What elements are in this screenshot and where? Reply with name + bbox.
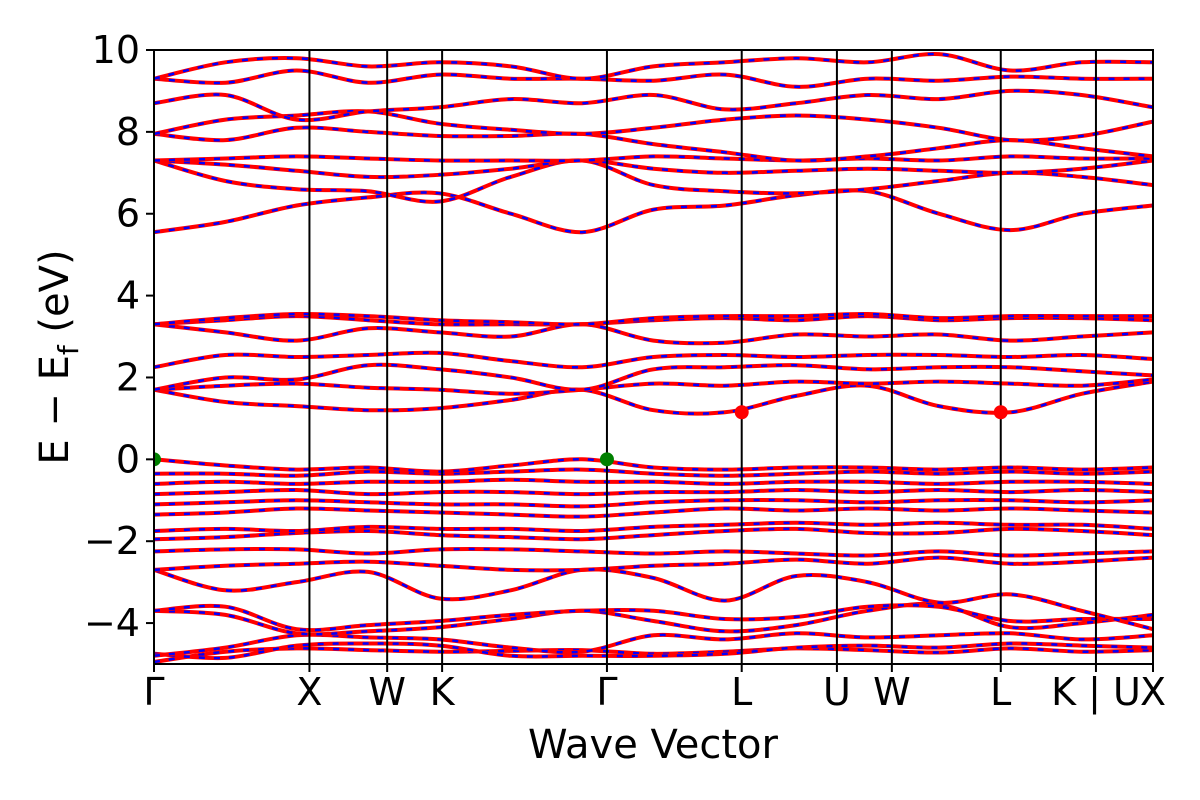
- band-line-dashed-29: [154, 89, 1153, 122]
- band-line-dashed-28: [154, 109, 1153, 142]
- y-tick-label-0: −4: [84, 601, 140, 645]
- band-line-dashed-22: [154, 312, 1153, 326]
- x-tick-label-8: L: [990, 670, 1011, 714]
- band-line-dashed-6: [154, 556, 1153, 572]
- band-line-25: [154, 158, 1153, 180]
- band-line-dashed-31: [154, 52, 1153, 80]
- band-line-dashed-11: [154, 498, 1153, 508]
- x-axis-title: Wave Vector: [528, 722, 779, 768]
- band-line-dashed-8: [154, 527, 1153, 541]
- band-line-dashed-9: [154, 521, 1153, 533]
- x-tick-label-7: W: [873, 670, 911, 714]
- band-line-dashed-16: [154, 380, 1153, 415]
- band-line-15: [154, 457, 1153, 474]
- y-axis-title-subscript: f: [52, 344, 85, 355]
- y-axis-ticks: −4 −2 0 2 4 6 8 10: [84, 28, 154, 645]
- band-line-dashed-23: [154, 188, 1153, 234]
- band-line-dashed-24: [154, 159, 1153, 204]
- band-line-dashed-13: [154, 478, 1153, 486]
- band-line-dashed-1: [154, 642, 1153, 660]
- band-line-dashed-27: [154, 126, 1153, 162]
- y-tick-label-4: 4: [116, 274, 140, 318]
- band-line-dashed-30: [154, 69, 1153, 89]
- x-tick-label-0: Γ: [143, 670, 164, 714]
- band-line-dashed-21: [154, 314, 1153, 326]
- band-line-dashed-7: [154, 547, 1153, 557]
- band-line-dashed-3: [154, 602, 1153, 636]
- x-tick-label-4: Γ: [596, 670, 617, 714]
- band-line-dashed-12: [154, 488, 1153, 496]
- band-line-dashed-5: [154, 568, 1153, 631]
- y-tick-label-1: −2: [84, 519, 140, 563]
- band-line-dashed-14: [154, 468, 1153, 477]
- x-tick-label-5: L: [731, 670, 752, 714]
- x-tick-label-6: U: [823, 670, 851, 714]
- band-line-dashed-10: [154, 507, 1153, 518]
- y-tick-label-3: 2: [116, 355, 140, 399]
- x-tick-label-2: W: [368, 670, 406, 714]
- band-line-dashed-17: [154, 378, 1153, 396]
- band-line-dashed-19: [154, 351, 1153, 369]
- high-symmetry-lines: [308, 50, 1097, 664]
- band-line-dashed-18: [154, 363, 1153, 392]
- extremum-marker-2: [734, 405, 749, 420]
- extremum-marker-1: [599, 452, 614, 467]
- x-tick-label-9: K | U: [1051, 670, 1141, 715]
- y-axis-title-main: E − E: [32, 355, 78, 465]
- x-tick-label-3: K: [430, 670, 456, 714]
- y-tick-label-7: 10: [92, 28, 140, 72]
- plot-frame: [153, 49, 1154, 665]
- band-line-dashed-4: [154, 603, 1153, 632]
- band-line-dashed-20: [154, 323, 1153, 345]
- y-tick-label-6: 8: [116, 110, 140, 154]
- y-axis-title-unit: (eV): [32, 249, 78, 345]
- extremum-marker-0: [154, 452, 161, 467]
- extremum-marker-3: [993, 405, 1008, 420]
- x-tick-label-1: X: [296, 670, 322, 714]
- y-tick-label-2: 0: [116, 437, 140, 481]
- bands-layer: [154, 51, 1153, 664]
- band-line-dashed-26: [154, 155, 1153, 163]
- y-tick-label-5: 6: [116, 192, 140, 236]
- y-axis-title: E − Ef (eV): [32, 249, 85, 464]
- x-tick-label-10: X: [1140, 670, 1166, 714]
- extrema-markers: [154, 405, 1008, 467]
